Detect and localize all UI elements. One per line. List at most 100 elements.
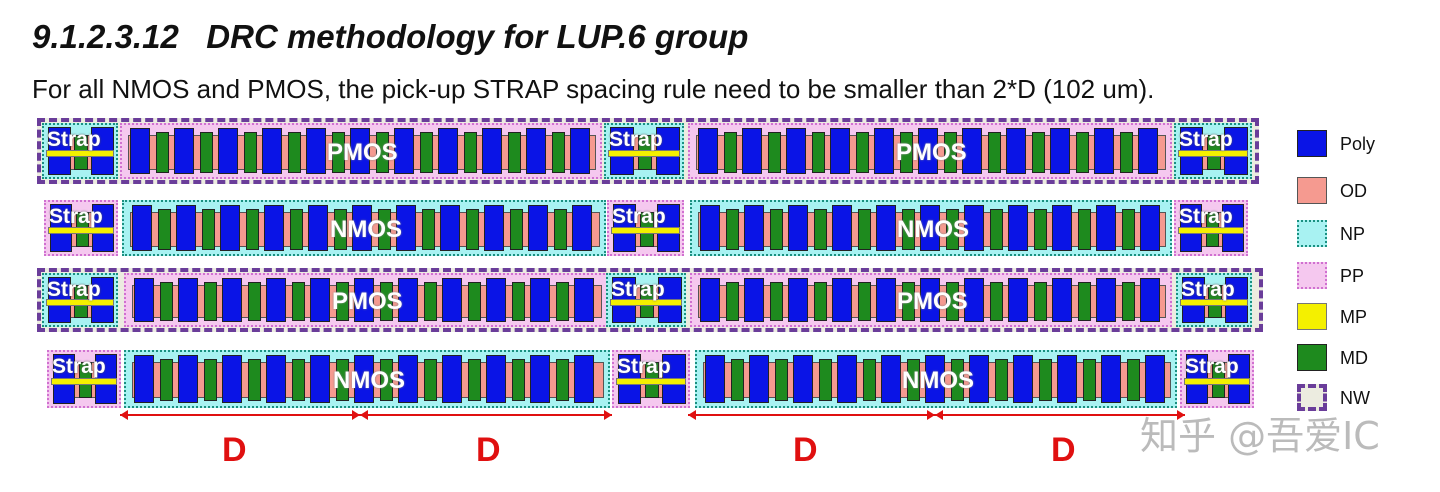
md-contact bbox=[1078, 209, 1091, 250]
pmos-device: PMOS bbox=[688, 123, 1172, 179]
pmos-device: PMOS bbox=[690, 273, 1172, 327]
arrowhead-right-icon bbox=[1177, 410, 1185, 420]
poly-gate bbox=[1140, 205, 1160, 251]
poly-gate bbox=[742, 128, 762, 174]
md-contact bbox=[380, 359, 393, 402]
md-contact bbox=[156, 132, 169, 173]
mp-strap-bar bbox=[1178, 227, 1244, 235]
md-contact bbox=[990, 281, 1003, 322]
md-contact bbox=[1076, 132, 1089, 173]
pickup-strap: Strap bbox=[612, 350, 690, 408]
strap-label: Strap bbox=[49, 205, 103, 228]
poly-gate bbox=[352, 205, 372, 251]
pickup-strap: Strap bbox=[606, 273, 686, 327]
poly-gate bbox=[698, 128, 718, 174]
pickup-strap: Strap bbox=[1174, 123, 1252, 179]
md-contact bbox=[420, 132, 433, 173]
pickup-strap: Strap bbox=[44, 200, 118, 256]
strap-label: Strap bbox=[609, 128, 663, 151]
poly-gate bbox=[786, 128, 806, 174]
md-contact bbox=[902, 281, 915, 322]
poly-gate bbox=[793, 355, 813, 403]
pickup-strap: Strap bbox=[607, 200, 684, 256]
md-contact bbox=[770, 281, 783, 322]
poly-gate bbox=[1138, 128, 1158, 174]
md-contact bbox=[863, 359, 876, 402]
section-title: 9.1.2.3.12 DRC methodology for LUP.6 gro… bbox=[32, 18, 749, 55]
watermark: 知乎 @吾爱IC bbox=[1140, 414, 1380, 458]
dimension-label: D bbox=[793, 431, 818, 469]
poly-gate bbox=[964, 278, 984, 322]
poly-gate bbox=[744, 205, 764, 251]
dimension-label: D bbox=[1051, 431, 1076, 469]
poly-gate bbox=[572, 205, 592, 251]
poly-gate bbox=[222, 355, 242, 403]
md-contact bbox=[158, 209, 171, 250]
device-label: PMOS bbox=[896, 139, 967, 166]
arrowhead-right-icon bbox=[352, 410, 360, 420]
md-contact bbox=[995, 359, 1008, 402]
poly-gate bbox=[484, 205, 504, 251]
pickup-strap: Strap bbox=[604, 123, 684, 179]
poly-gate bbox=[482, 128, 502, 174]
device-label: NMOS bbox=[902, 367, 974, 394]
poly-gate bbox=[354, 278, 374, 322]
md-contact bbox=[466, 209, 479, 250]
md-contact bbox=[858, 209, 871, 250]
md-contact bbox=[512, 281, 525, 322]
md-contact bbox=[731, 359, 744, 402]
md-contact bbox=[775, 359, 788, 402]
poly-gate bbox=[574, 278, 594, 322]
poly-gate bbox=[222, 278, 242, 322]
dimension-arrow bbox=[688, 414, 935, 416]
poly-gate bbox=[788, 205, 808, 251]
md-contact bbox=[819, 359, 832, 402]
legend-swatch-pp bbox=[1297, 262, 1327, 289]
poly-gate bbox=[264, 205, 284, 251]
md-contact bbox=[1034, 209, 1047, 250]
poly-gate bbox=[1050, 128, 1070, 174]
mp-strap-bar bbox=[611, 227, 680, 235]
strap-label: Strap bbox=[1181, 278, 1235, 301]
md-contact bbox=[856, 132, 869, 173]
poly-gate bbox=[442, 355, 462, 403]
md-contact bbox=[332, 132, 345, 173]
md-contact bbox=[204, 281, 217, 322]
dimension-label: D bbox=[476, 431, 501, 469]
poly-gate bbox=[310, 355, 330, 403]
md-contact bbox=[1039, 359, 1052, 402]
poly-gate bbox=[874, 128, 894, 174]
poly-gate bbox=[130, 128, 150, 174]
arrowhead-left-icon bbox=[935, 410, 943, 420]
poly-gate bbox=[306, 128, 326, 174]
mp-strap-bar bbox=[48, 227, 114, 235]
md-contact bbox=[946, 209, 959, 250]
md-contact bbox=[951, 359, 964, 402]
md-contact bbox=[468, 281, 481, 322]
poly-gate bbox=[530, 355, 550, 403]
device-label: PMOS bbox=[327, 139, 398, 166]
legend-swatch-np bbox=[1297, 220, 1327, 247]
poly-gate bbox=[832, 205, 852, 251]
device-label: NMOS bbox=[897, 216, 969, 243]
poly-gate bbox=[1057, 355, 1077, 403]
mp-strap-bar bbox=[1180, 299, 1248, 307]
mp-strap-bar bbox=[46, 150, 114, 158]
poly-gate bbox=[876, 205, 896, 251]
md-contact bbox=[508, 132, 521, 173]
poly-gate bbox=[528, 205, 548, 251]
md-contact bbox=[334, 209, 347, 250]
arrowhead-right-icon bbox=[604, 410, 612, 420]
poly-gate bbox=[438, 128, 458, 174]
strap-label: Strap bbox=[47, 128, 101, 151]
rule-description: For all NMOS and PMOS, the pick-up STRAP… bbox=[32, 74, 1155, 104]
poly-gate bbox=[1052, 205, 1072, 251]
poly-gate bbox=[1096, 278, 1116, 322]
md-contact bbox=[336, 359, 349, 402]
strap-label: Strap bbox=[1179, 128, 1233, 151]
device-label: PMOS bbox=[332, 288, 403, 315]
md-contact bbox=[1032, 132, 1045, 173]
pickup-strap: Strap bbox=[47, 350, 121, 408]
md-contact bbox=[1122, 209, 1135, 250]
poly-gate bbox=[218, 128, 238, 174]
